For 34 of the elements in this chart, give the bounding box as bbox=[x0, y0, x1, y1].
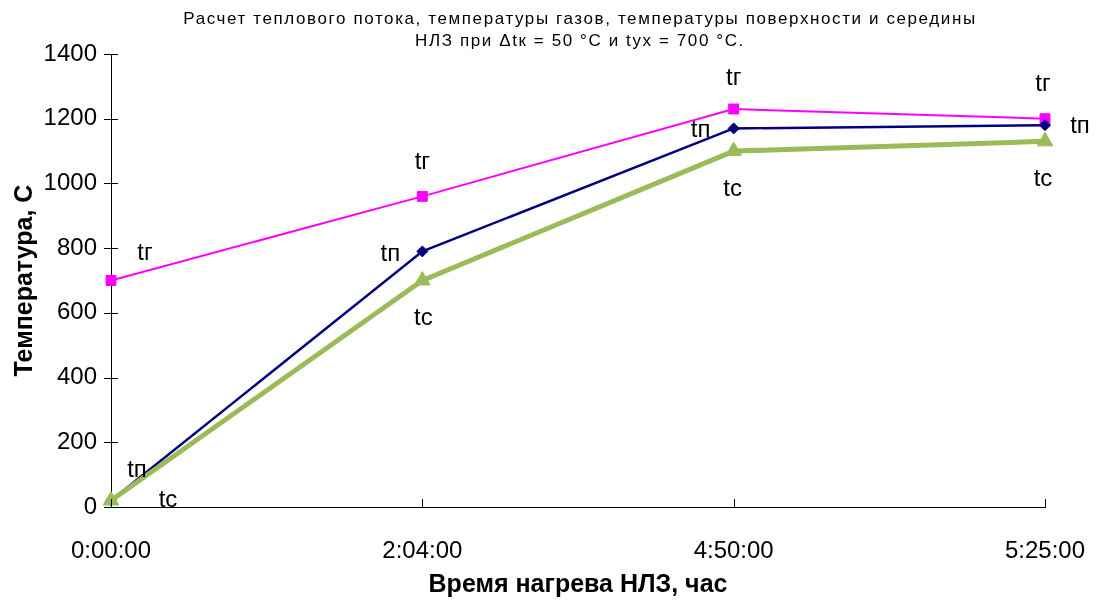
text: tс bbox=[723, 173, 742, 201]
y-tick-label: 1000 bbox=[43, 168, 97, 196]
series-label: tп bbox=[380, 239, 401, 266]
y-tick-label: 1200 bbox=[43, 103, 97, 131]
text: tп bbox=[1070, 110, 1090, 138]
chart-title: Расчет теплового потока, температуры газов, температуры поверхности и середины НЛЗ при Δtк = 50 °С и tух = 700 °С. bbox=[182, 8, 978, 52]
x-tick-label: 0:00:00 bbox=[70, 536, 152, 564]
text: tг bbox=[1035, 69, 1051, 97]
text: tс bbox=[158, 485, 178, 513]
x-tick-label: 2:04:00 bbox=[382, 536, 463, 564]
y-tick-label: 400 bbox=[56, 362, 97, 390]
point bbox=[105, 275, 117, 286]
text: tс bbox=[1033, 163, 1053, 191]
y-tick-label: 1400 bbox=[43, 38, 97, 66]
x-axis-title: Время нагрева НЛЗ, час bbox=[428, 568, 728, 597]
point bbox=[414, 271, 431, 286]
text: tп bbox=[127, 455, 147, 483]
y-axis-title: Температура, С bbox=[8, 184, 37, 377]
series-label: tс bbox=[414, 303, 433, 331]
y-tick-label: 600 bbox=[56, 297, 97, 325]
text: tг bbox=[414, 147, 431, 174]
point bbox=[728, 103, 740, 115]
text: tп bbox=[690, 115, 711, 143]
y-tick-label: 0 bbox=[83, 491, 97, 519]
series-label: tг bbox=[137, 238, 153, 266]
y-tick-label: 800 bbox=[56, 232, 97, 260]
point bbox=[416, 245, 429, 258]
point bbox=[416, 190, 428, 202]
x-tick-label: 5:25:00 bbox=[1004, 536, 1086, 564]
y-tick-label: 200 bbox=[56, 426, 97, 454]
point bbox=[727, 122, 740, 135]
text: tг bbox=[725, 62, 742, 90]
x-tick-label: 4:50:00 bbox=[693, 536, 774, 564]
point bbox=[1039, 119, 1051, 132]
